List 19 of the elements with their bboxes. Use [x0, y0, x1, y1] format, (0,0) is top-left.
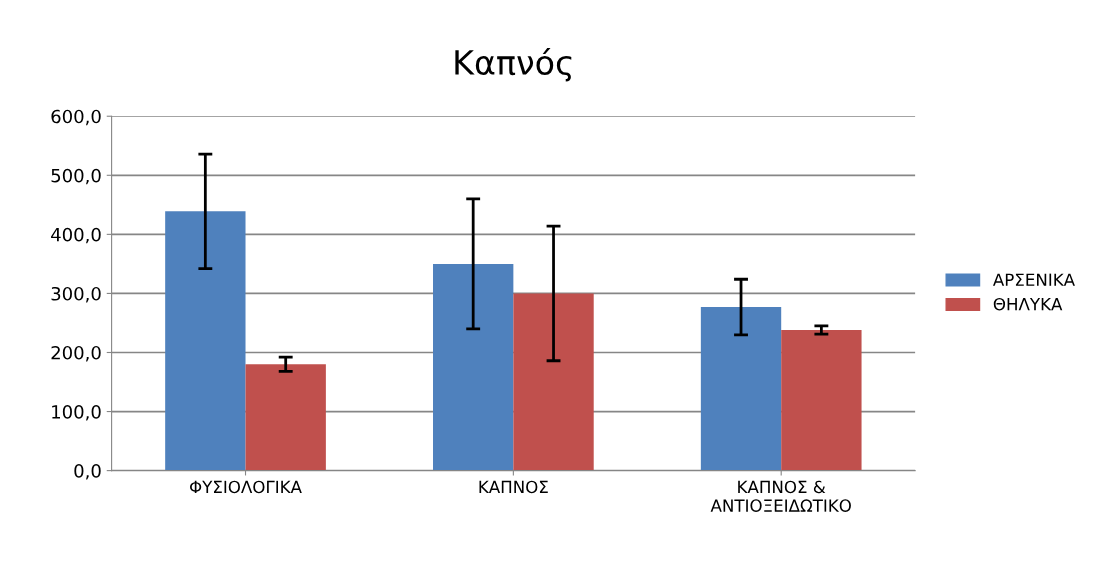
y-tick-label: 0,0 [74, 464, 101, 480]
bar [245, 364, 326, 471]
y-tick-label: 300,0 [51, 286, 101, 303]
x-tick-label: ΚΑΠΝΟΣ & ΑΝΤΙΟΞΕΙΔΩΤΙΚΟ [710, 480, 851, 512]
legend-label: ΑΡΣΕΝΙΚΑ [992, 273, 1075, 286]
x-tick-label: ΚΑΠΝΟΣ [479, 480, 548, 494]
y-tick-label: 400,0 [51, 227, 101, 244]
bar [781, 330, 862, 471]
bar [165, 211, 246, 471]
bar [433, 263, 514, 471]
chart-title: Καπνός [455, 47, 572, 82]
y-tick-label: 100,0 [52, 405, 101, 421]
y-tick-label: 500,0 [51, 168, 101, 185]
bar [513, 293, 594, 471]
bar [700, 307, 782, 471]
y-tick-label: 200,0 [51, 345, 101, 362]
y-tick-label: 600,0 [51, 109, 101, 126]
x-tick-label: ΦΥΣΙΟΛΟΓΙΚΑ [189, 480, 302, 494]
legend-label: ΘΗΛΥΚΑ [993, 297, 1063, 311]
